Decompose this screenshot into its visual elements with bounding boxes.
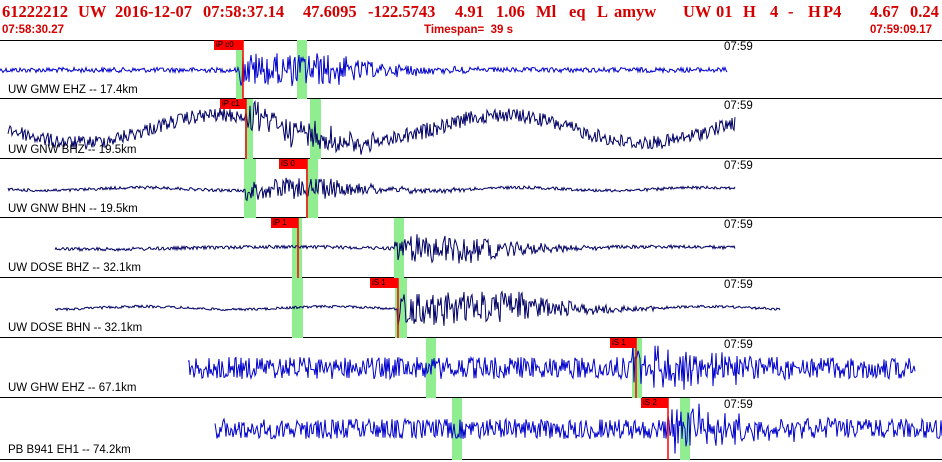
- waveform-plot: [54, 218, 736, 278]
- latitude: 47.6095: [303, 2, 357, 21]
- start-time: 07:58:30.27: [2, 24, 65, 36]
- location-flag: L: [597, 2, 609, 21]
- station-channel-label: PB B941 EH1 -- 74.2km: [8, 444, 131, 456]
- minute-tick-label: 07:59: [724, 100, 753, 112]
- waveform-trace: [7, 177, 736, 202]
- minute-tick-label: 07:59: [724, 399, 753, 411]
- waveform-plot: [0, 40, 728, 99]
- seismogram-panel[interactable]: iS 2 07:59 PB B941 EH1 -- 74.2km: [0, 398, 942, 460]
- pick-flag[interactable]: iS 0: [279, 159, 307, 169]
- phase-window: [292, 218, 302, 278]
- pick-flag[interactable]: iP c0: [214, 40, 243, 50]
- seismogram-panel[interactable]: iS 1 07:59 UW DOSE BHN -- 32.1km: [0, 278, 942, 338]
- pick-flag[interactable]: iS 1: [370, 278, 398, 288]
- seismogram-panel[interactable]: iS 1 07:59 UW GHW EHZ -- 67.1km: [0, 338, 942, 398]
- review-flag: H: [743, 2, 756, 21]
- waveform-trace: [187, 345, 916, 390]
- waveform-plot: [54, 278, 781, 338]
- station-channel-label: UW DOSE BHZ -- 32.1km: [8, 262, 141, 274]
- seismogram-panels: iP c0 07:59 UW GMW EHZ -- 17.4km iP c1 07:59…: [0, 40, 942, 460]
- station-channel-label: UW DOSE BHN -- 32.1km: [8, 322, 143, 334]
- count-field: 4: [770, 2, 779, 21]
- value-a: 4.67: [870, 2, 899, 21]
- time-range-bar: 07:58:30.27 Timespan= 39 s 07:59:09.17: [0, 24, 942, 38]
- pick-flag[interactable]: iS 2: [641, 398, 668, 408]
- dash-field: -: [788, 2, 794, 21]
- event-id: 61222212: [2, 2, 68, 21]
- phase-window: [394, 218, 404, 278]
- pick-flag[interactable]: iP 1: [271, 218, 298, 228]
- seismogram-panel[interactable]: iP c1 07:59 UW GNW BHZ -- 19.5km: [0, 99, 942, 159]
- phase-window: [244, 159, 256, 218]
- event-summary-line: 61222212 UW 2016-12-07 07:58:37.14 47.60…: [0, 2, 942, 22]
- pick-flag[interactable]: iP c1: [220, 99, 246, 109]
- version: 01: [716, 2, 733, 21]
- event-date: 2016-12-07: [115, 2, 192, 21]
- seismogram-panel[interactable]: iP c0 07:59 UW GMW EHZ -- 17.4km: [0, 40, 942, 99]
- depth: 4.91: [455, 2, 484, 21]
- magnitude: 1.06: [496, 2, 525, 21]
- origin-time: 07:58:37.14: [203, 2, 285, 21]
- pick-code: P4: [823, 2, 842, 21]
- event-type: eq: [569, 2, 586, 21]
- timespan: Timespan= 39 s: [424, 24, 513, 36]
- pick-flag[interactable]: iS 1: [610, 338, 636, 348]
- station-channel-label: UW GMW EHZ -- 17.4km: [8, 84, 138, 96]
- waveform-trace: [54, 234, 736, 264]
- waveform-plot: [7, 159, 736, 218]
- longitude: -122.5743: [368, 2, 436, 21]
- station-channel-label: UW GNW BHZ -- 19.5km: [8, 144, 137, 156]
- seismogram-panel[interactable]: iS 0 07:59 UW GNW BHN -- 19.5km: [0, 159, 942, 218]
- phase-window: [452, 398, 462, 460]
- waveform-trace: [0, 53, 728, 87]
- minute-tick-label: 07:59: [724, 41, 753, 53]
- phase-window: [632, 338, 642, 398]
- waveform-plot: [214, 398, 942, 460]
- minute-tick-label: 07:59: [724, 219, 753, 231]
- station-channel-label: UW GHW EHZ -- 67.1km: [8, 382, 137, 394]
- minute-tick-label: 07:59: [724, 339, 753, 351]
- phase-window: [297, 40, 307, 99]
- minute-tick-label: 07:59: [724, 279, 753, 291]
- waveform-plot: [187, 338, 916, 398]
- h-field: H: [808, 2, 821, 21]
- event-header: 61222212 UW 2016-12-07 07:58:37.14 47.60…: [0, 0, 942, 41]
- waveform-trace: [54, 290, 781, 326]
- minute-tick-label: 07:59: [724, 160, 753, 172]
- seismogram-panel[interactable]: iP 1 07:59 UW DOSE BHZ -- 32.1km: [0, 218, 942, 278]
- phase-window: [245, 99, 253, 159]
- auth-network: UW: [683, 2, 712, 21]
- station-channel-label: UW GNW BHN -- 19.5km: [8, 203, 138, 215]
- value-b: 0.24: [910, 2, 939, 21]
- waveform-trace: [7, 99, 736, 155]
- analyst: amyw: [614, 2, 657, 21]
- magnitude-type: Ml: [536, 2, 557, 21]
- waveform-plot: [7, 99, 736, 159]
- network-code: UW: [78, 2, 107, 21]
- waveform-trace: [214, 403, 942, 454]
- phase-window: [236, 40, 243, 99]
- end-time: 07:59:09.17: [870, 24, 933, 36]
